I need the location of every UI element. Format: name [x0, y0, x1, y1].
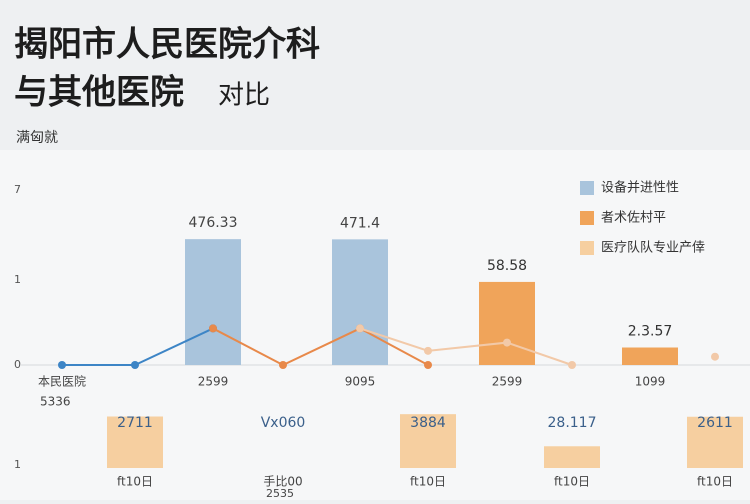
line-point	[424, 361, 432, 369]
line-point	[503, 338, 511, 347]
value-label: 2711	[117, 415, 153, 431]
chart-title: 揭阳市人民医院介科	[14, 25, 320, 65]
line-point	[279, 361, 287, 369]
value-label: 471.4	[340, 215, 380, 231]
x-tick-label: ft10日	[410, 475, 446, 489]
sub-label: 5336	[40, 395, 71, 409]
legend-label: 医疗队队专业产倖	[601, 241, 705, 256]
legend-swatch	[580, 211, 594, 225]
bar	[479, 281, 535, 365]
legend-label: 设备并进性性	[601, 180, 679, 196]
chart-title: 与其他医院	[14, 73, 184, 113]
bar	[622, 347, 678, 365]
axis-label: 1	[14, 273, 21, 286]
legend-swatch	[580, 241, 594, 255]
line-point	[131, 361, 139, 369]
bar	[107, 416, 163, 468]
x-tick-label: ft10日	[117, 475, 153, 489]
line	[212, 327, 429, 367]
chart-title-suffix: 对比	[218, 81, 270, 111]
sub-label: 2535	[266, 487, 294, 500]
line-point	[209, 324, 217, 333]
bar	[332, 239, 388, 365]
x-tick-label: 本民医院	[38, 375, 86, 389]
x-tick-label: 2599	[198, 375, 229, 389]
value-label: 2611	[697, 415, 733, 431]
bar	[687, 416, 743, 468]
x-tick-label: 2599	[492, 375, 523, 389]
bar	[185, 239, 241, 365]
x-tick-label: ft10日	[697, 475, 733, 489]
legend-label: 者术佐村平	[601, 211, 666, 226]
value-label: Vx060	[261, 415, 306, 431]
line-point	[568, 361, 576, 369]
axis-label: 7	[14, 183, 21, 196]
x-tick-label: ft10日	[554, 475, 590, 489]
line-point	[424, 346, 432, 355]
line-point	[356, 324, 364, 333]
value-label: 476.33	[189, 215, 238, 231]
line-point	[58, 361, 66, 369]
line	[359, 327, 573, 366]
bar	[544, 446, 600, 468]
value-label: 28.117	[548, 415, 597, 431]
x-tick-label: 手比00	[263, 475, 302, 489]
x-tick-label: 1099	[635, 375, 666, 389]
value-label: 2.3.57	[628, 323, 673, 339]
line-point	[711, 352, 719, 361]
axis-label: 0	[14, 358, 21, 371]
value-label: 3884	[410, 415, 446, 431]
bar	[400, 414, 456, 468]
axis-label: 1	[14, 458, 21, 471]
x-tick-label: 9095	[345, 375, 376, 389]
legend-swatch	[580, 181, 594, 195]
chart-subtitle: 满匈就	[16, 130, 58, 146]
value-label: 58.58	[487, 258, 527, 274]
